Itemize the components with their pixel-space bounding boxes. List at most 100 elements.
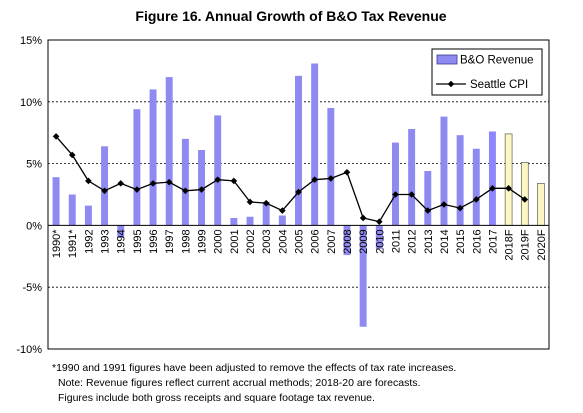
- bar: [68, 194, 76, 226]
- bar: [488, 131, 496, 226]
- x-tick-label: 2009: [358, 229, 370, 253]
- bar: [295, 75, 302, 226]
- bar: [343, 225, 351, 256]
- bar: [149, 89, 157, 226]
- y-tick-label: 10%: [20, 97, 42, 109]
- gridlines: [48, 101, 549, 288]
- cpi-point: [311, 176, 318, 183]
- x-tick-label: 2006: [310, 229, 322, 253]
- cpi-point: [117, 180, 125, 187]
- bar: [181, 138, 189, 226]
- legend: B&O Revenue Seattle CPI: [431, 48, 543, 96]
- y-tick-label: 5%: [26, 159, 42, 171]
- x-tick-label: 1995: [132, 229, 144, 253]
- bar: [246, 216, 254, 226]
- cpi-point: [376, 218, 383, 225]
- x-tick-label: 1992: [83, 229, 95, 253]
- cpi-line: [55, 135, 526, 223]
- footnote-adjustment: *1990 and 1991 figures have been adjuste…: [52, 362, 457, 374]
- x-tick-label: 1994: [116, 229, 128, 253]
- x-tick-label: 2003: [261, 229, 273, 253]
- cpi-point: [85, 177, 92, 185]
- x-tick-label: 1993: [100, 229, 112, 253]
- bar: [311, 63, 319, 226]
- x-tick-label: 2016: [471, 229, 483, 253]
- x-tick-label: 2012: [407, 229, 419, 253]
- bar: [391, 142, 399, 226]
- x-tick-label: 2002: [245, 229, 257, 253]
- cpi-point: [424, 207, 432, 214]
- bar: [520, 162, 529, 226]
- cpi-point: [182, 187, 189, 195]
- x-tick-label: 2015: [455, 229, 467, 253]
- x-tick-label: 1996: [148, 229, 160, 253]
- y-axis-tick-labels: -10% -5% 0% 5% 10% 15%: [16, 35, 42, 356]
- cpi-point: [408, 191, 415, 198]
- bar: [359, 225, 367, 327]
- x-tick-label: 2019F: [520, 229, 532, 260]
- cpi-point: [392, 191, 399, 198]
- bar: [472, 148, 480, 226]
- cpi-point: [68, 151, 76, 159]
- x-tick-label: 2000: [213, 229, 225, 253]
- x-axis-tick-labels: 1990* 1991* 1992 1993 1994 1995 1996 1997 1998 19…: [51, 229, 548, 261]
- x-tick-label: 2017: [487, 229, 499, 253]
- cpi-point: [214, 176, 221, 183]
- bar: [262, 201, 270, 226]
- bar: [117, 225, 125, 238]
- plot-area: [47, 39, 550, 350]
- x-tick-label: 2018F: [504, 229, 516, 260]
- cpi-point: [327, 175, 335, 182]
- x-tick-label: 2004: [277, 229, 289, 253]
- bar: [424, 171, 432, 226]
- cpi-point: [295, 188, 302, 196]
- y-tick-label: 15%: [20, 35, 42, 47]
- y-tick-label: 0%: [26, 220, 42, 232]
- cpi-point: [133, 186, 141, 193]
- y-tick-label: -10%: [16, 344, 42, 356]
- cpi-point: [165, 178, 173, 186]
- bar: [278, 215, 286, 226]
- x-tick-label: 1999: [197, 229, 209, 253]
- cpi-point: [52, 133, 60, 140]
- cpi-point: [505, 185, 512, 192]
- cpi-point: [149, 180, 157, 187]
- x-tick-label: 2007: [326, 229, 338, 253]
- x-tick-label: 1991*: [67, 229, 79, 258]
- x-tick-label: 2020F: [536, 229, 548, 260]
- bar: [230, 217, 238, 226]
- cpi-point: [101, 187, 108, 195]
- cpi-point: [246, 198, 254, 206]
- legend-line-label: Seattle CPI: [470, 79, 528, 91]
- x-tick-label: 2005: [294, 229, 306, 253]
- y-tick-label: -5%: [22, 282, 42, 294]
- chart-title: Figure 16. Annual Growth of B&O Tax Reve…: [135, 8, 446, 24]
- cpi-point: [440, 201, 448, 208]
- footnote-sources: Figures include both gross receipts and …: [58, 392, 375, 404]
- cpi-point: [489, 185, 496, 192]
- x-tick-label: 1997: [164, 229, 176, 253]
- bar: [375, 225, 383, 249]
- bar: [327, 107, 335, 226]
- footnotes: *1990 and 1991 figures have been adjuste…: [52, 361, 577, 406]
- bar: [101, 146, 109, 226]
- x-tick-label: 2001: [229, 229, 241, 253]
- bar: [214, 115, 222, 226]
- legend-line-marker: [447, 80, 455, 88]
- bar: [52, 177, 60, 226]
- bar: [408, 128, 416, 226]
- bar: [440, 116, 448, 226]
- legend-bar-swatch: [436, 54, 458, 65]
- x-tick-label: 2010: [374, 229, 386, 253]
- cpi-point: [456, 204, 464, 212]
- bar: [165, 77, 173, 226]
- cpi-point: [279, 207, 286, 214]
- bar: [84, 205, 92, 226]
- bar: [456, 135, 464, 226]
- bar: [537, 183, 545, 226]
- x-tick-label: 2008: [342, 229, 354, 253]
- x-tick-label: 2014: [439, 229, 451, 253]
- x-tick-label: 1990*: [51, 229, 63, 258]
- cpi-point: [262, 199, 270, 207]
